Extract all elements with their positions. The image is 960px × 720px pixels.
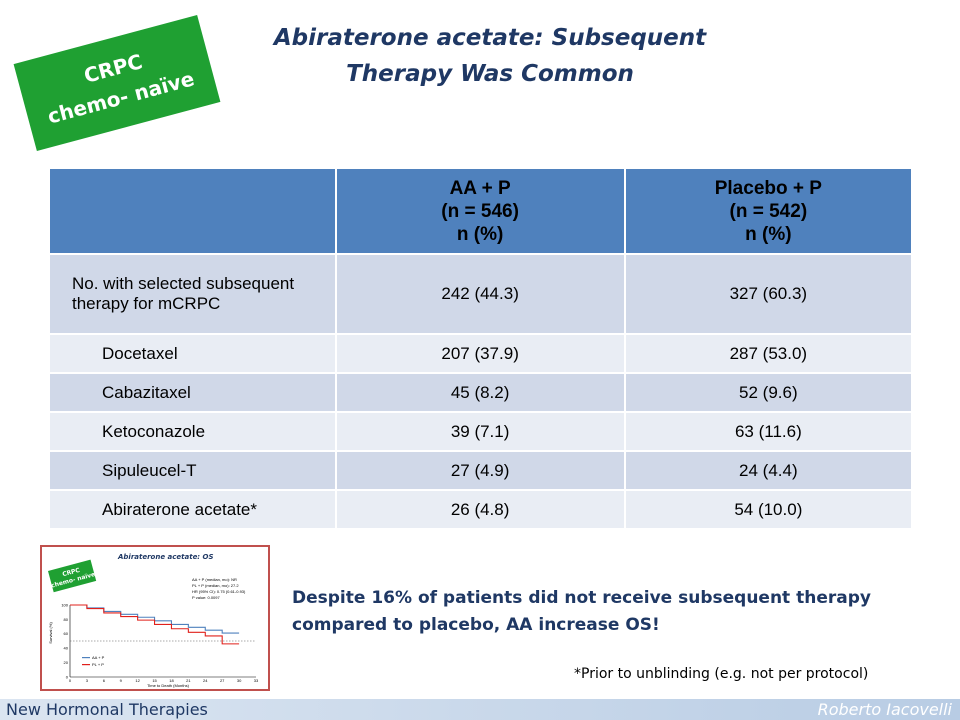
- thumb-x-tick-label: 15: [152, 678, 157, 683]
- row-label: Docetaxel: [48, 333, 337, 374]
- row-aa-value: 27 (4.9): [334, 450, 626, 491]
- thumb-x-tick-label: 3: [86, 678, 89, 683]
- title-line-1: Abiraterone acetate: Subsequent: [273, 25, 707, 51]
- thumb-x-tick-label: 21: [186, 678, 191, 683]
- row-placebo-value: 287 (53.0): [623, 333, 914, 374]
- thumb-stat-1: AA + P (median, mo): NR: [192, 577, 237, 582]
- thumb-stat-3: HR (95% CI): 0.75 (0.61-0.93): [192, 589, 246, 594]
- thumb-series-line: [70, 604, 240, 634]
- thumb-y-tick-label: 80: [64, 617, 69, 622]
- thumb-legend-label: AA + P: [92, 655, 105, 660]
- thumb-y-tick-label: 100: [61, 602, 68, 607]
- header-placebo-line-2: (n = 542): [729, 200, 808, 222]
- table-row: Abiraterone acetate* 26 (4.8) 54 (10.0): [48, 489, 914, 530]
- header-aa-line-3: n (%): [456, 223, 504, 245]
- takeaway-line-1: Despite 16% of patients did not receive …: [292, 588, 871, 608]
- row-placebo-value: 52 (9.6): [623, 372, 914, 413]
- footer-section-title: New Hormonal Therapies: [6, 700, 208, 719]
- row-placebo-value: 24 (4.4): [623, 450, 914, 491]
- crpc-badge: CRPC chemo- naïve: [13, 14, 221, 152]
- row-placebo-value: 54 (10.0): [623, 489, 914, 530]
- table-row: Ketoconazole 39 (7.1) 63 (11.6): [48, 411, 914, 452]
- table-row: Sipuleucel-T 27 (4.9) 24 (4.4): [48, 450, 914, 491]
- thumb-xlabel: Time to Death (Months): [147, 683, 190, 688]
- header-aa-p: AA + P (n = 546) n (%): [334, 167, 626, 255]
- thumb-series-line: [70, 604, 240, 645]
- row-aa-value: 39 (7.1): [334, 411, 626, 452]
- thumb-x-tick-label: 0: [69, 678, 72, 683]
- thumb-y-tick-label: 0: [66, 674, 69, 679]
- thumb-x-tick-label: 30: [237, 678, 242, 683]
- row-aa-value: 45 (8.2): [334, 372, 626, 413]
- row-placebo-value: 327 (60.3): [623, 253, 914, 335]
- header-empty-cell: [48, 167, 337, 255]
- subsequent-therapy-table: AA + P (n = 546) n (%) Placebo + P (n = …: [48, 167, 914, 530]
- row-label: Ketoconazole: [48, 411, 337, 452]
- title-line-2: Therapy Was Common: [346, 61, 634, 87]
- takeaway-text: Despite 16% of patients did not receive …: [292, 585, 912, 639]
- header-placebo-p: Placebo + P (n = 542) n (%): [623, 167, 914, 255]
- os-chart-thumbnail: CRPC chemo- naïve Abiraterone acetate: O…: [40, 545, 270, 691]
- thumb-x-tick-label: 9: [120, 678, 123, 683]
- thumb-x-tick-label: 18: [169, 678, 174, 683]
- thumb-y-tick-label: 60: [64, 631, 69, 636]
- row-placebo-value: 63 (11.6): [623, 411, 914, 452]
- thumb-x-tick-label: 27: [220, 678, 225, 683]
- thumb-plot-area: 100 80 60 40 20 00 3 6 9 12 15 18 21 24 27 30 33 AA + P PL…: [61, 602, 259, 683]
- row-aa-value: 26 (4.8): [334, 489, 626, 530]
- thumb-y-tick-label: 20: [64, 660, 69, 665]
- header-placebo-line-3: n (%): [745, 223, 792, 245]
- footer-author: Roberto Iacovelli: [817, 700, 952, 719]
- os-chart-svg: CRPC chemo- naïve Abiraterone acetate: O…: [48, 553, 259, 688]
- takeaway-line-2: compared to placebo, AA increase OS!: [292, 615, 660, 635]
- table-header-row: AA + P (n = 546) n (%) Placebo + P (n = …: [48, 167, 914, 255]
- row-aa-value: 242 (44.3): [334, 253, 626, 335]
- thumb-y-tick-label: 40: [64, 646, 69, 651]
- thumb-x-tick-label: 12: [135, 678, 140, 683]
- thumb-badge-line-1: CRPC: [62, 567, 82, 579]
- thumb-badge: CRPC chemo- naïve: [48, 559, 97, 593]
- thumb-stat-4: P value: 0.0097: [192, 595, 221, 600]
- row-label: No. with selected subsequent therapy for…: [48, 253, 337, 335]
- header-placebo-line-1: Placebo + P: [714, 177, 822, 199]
- table-row: Cabazitaxel 45 (8.2) 52 (9.6): [48, 372, 914, 413]
- row-aa-value: 207 (37.9): [334, 333, 626, 374]
- thumb-x-tick-label: 33: [254, 678, 259, 683]
- footer-bar: New Hormonal Therapies Roberto Iacovelli: [0, 699, 960, 720]
- table-row: Docetaxel 207 (37.9) 287 (53.0): [48, 333, 914, 374]
- row-label: Sipuleucel-T: [48, 450, 337, 491]
- thumb-ylabel: Survival (%): [48, 622, 53, 644]
- thumb-legend-label: PL + P: [92, 662, 104, 667]
- slide-title: Abiraterone acetate: Subsequent Therapy …: [220, 20, 760, 92]
- header-aa-line-2: (n = 546): [441, 200, 519, 222]
- thumb-x-tick-label: 24: [203, 678, 208, 683]
- footnote: *Prior to unblinding (e.g. not per proto…: [574, 666, 869, 682]
- row-label: Abiraterone acetate*: [48, 489, 337, 530]
- thumb-x-tick-label: 6: [103, 678, 106, 683]
- header-aa-line-1: AA + P: [449, 177, 511, 199]
- row-label: Cabazitaxel: [48, 372, 337, 413]
- thumb-title: Abiraterone acetate: OS: [117, 553, 214, 561]
- table-row: No. with selected subsequent therapy for…: [48, 253, 914, 335]
- thumb-stat-2: PL + P (median, mo): 27.2: [192, 583, 239, 588]
